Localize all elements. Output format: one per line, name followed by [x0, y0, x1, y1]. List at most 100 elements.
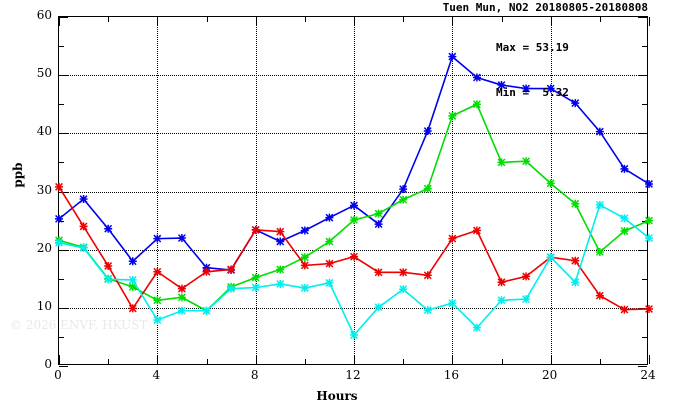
x-axis-title: Hours: [316, 389, 358, 403]
x-tick-label: 4: [152, 368, 161, 382]
series-marker: [645, 234, 653, 243]
series-marker: [202, 263, 211, 272]
series-marker: [595, 291, 604, 300]
max-value-label: Max = 53.19: [496, 41, 569, 54]
tick-y: [638, 75, 647, 77]
series-marker: [595, 127, 604, 136]
min-value-label: Min = 5.32: [496, 86, 569, 99]
series-marker: [251, 225, 260, 234]
series-marker: [472, 226, 481, 235]
series-marker: [153, 316, 162, 325]
statistics-annotation: Max = 53.19 Min = 5.32: [496, 10, 569, 130]
series-marker: [374, 209, 383, 218]
tick-y: [59, 249, 68, 251]
series-marker: [423, 127, 432, 136]
series-marker: [55, 214, 63, 223]
tick-y: [638, 133, 647, 135]
tick-x: [599, 17, 601, 22]
x-tick-label: 20: [542, 368, 558, 382]
y-tick-label: 40: [36, 124, 52, 139]
tick-x: [452, 355, 454, 364]
series-marker: [202, 267, 211, 276]
x-tick-label: 0: [54, 368, 62, 382]
tick-x: [304, 359, 306, 364]
chart-title: Tuen Mun, NO2 20180805-20180808: [442, 1, 648, 14]
y-tick-label: 20: [36, 240, 52, 255]
series-marker: [202, 306, 211, 315]
tick-y: [59, 162, 64, 164]
tick-y: [638, 366, 647, 367]
x-tick-label: 24: [640, 368, 656, 382]
data-series-layer: [55, 52, 653, 340]
series-marker: [55, 182, 63, 191]
series-marker: [571, 278, 580, 287]
series-marker: [276, 265, 285, 274]
tick-x: [550, 17, 552, 26]
tick-y: [642, 336, 647, 338]
series-marker: [128, 304, 137, 313]
series-marker: [448, 52, 457, 61]
series-marker: [153, 234, 162, 243]
series-marker: [104, 261, 113, 270]
series-marker: [300, 284, 309, 293]
tick-y: [59, 278, 64, 280]
tick-y: [642, 104, 647, 106]
series-marker: [645, 304, 653, 313]
series-marker: [177, 234, 186, 243]
series-marker: [153, 296, 162, 305]
series-marker: [571, 256, 580, 265]
tick-y: [59, 46, 64, 48]
y-tick-label: 0: [44, 357, 52, 371]
tick-x: [255, 355, 257, 364]
tick-x: [354, 17, 355, 26]
series-marker: [595, 247, 604, 256]
series-marker: [448, 234, 457, 243]
y-tick-label: 10: [36, 298, 52, 313]
tick-x: [108, 359, 110, 364]
x-tick-label: 8: [250, 368, 259, 382]
y-tick-label: 60: [36, 8, 52, 22]
series-marker: [472, 73, 481, 82]
series-marker: [177, 284, 186, 293]
series-marker: [571, 99, 580, 108]
series-marker: [128, 257, 137, 266]
series-marker: [374, 220, 383, 229]
series-marker: [448, 299, 457, 308]
tick-x: [501, 17, 503, 22]
series-marker: [300, 253, 309, 262]
series-marker: [251, 273, 260, 282]
series-marker: [472, 100, 481, 109]
tick-y: [642, 278, 647, 280]
series-marker: [423, 271, 432, 280]
tick-y: [638, 249, 647, 251]
copyright-watermark: © 2026 ENVF, HKUST: [10, 318, 148, 332]
plot-area: [55, 16, 653, 367]
series-marker: [227, 284, 236, 293]
series-marker: [620, 164, 629, 173]
y-tick-label: 30: [36, 182, 52, 197]
series-marker: [300, 226, 309, 235]
tick-y: [642, 46, 647, 48]
series-marker: [497, 296, 506, 305]
series-marker: [497, 81, 506, 90]
tick-x: [59, 355, 60, 364]
series-marker: [399, 185, 408, 194]
series-marker: [350, 216, 358, 225]
tick-y: [59, 75, 68, 77]
series-marker: [251, 283, 260, 292]
series-marker: [374, 268, 383, 277]
series-marker: [448, 111, 457, 120]
tick-x: [157, 355, 159, 364]
series-marker: [522, 84, 531, 93]
x-tick-label: 12: [345, 368, 361, 382]
tick-y: [59, 307, 68, 309]
tick-x: [550, 355, 552, 364]
series-marker: [153, 267, 162, 276]
tick-x: [649, 355, 650, 364]
series-marker: [104, 275, 113, 284]
tick-y: [642, 162, 647, 164]
tick-x: [354, 355, 355, 364]
series-marker: [128, 282, 137, 291]
tick-y: [59, 133, 68, 135]
